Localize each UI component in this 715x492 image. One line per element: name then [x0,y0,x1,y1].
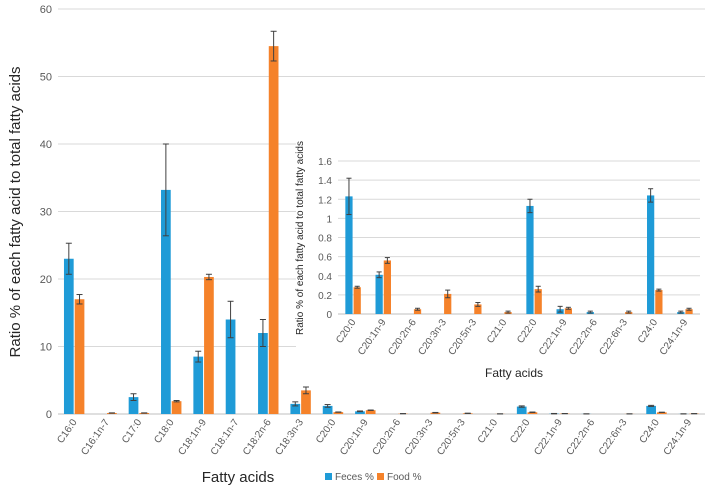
x-tick-label: C20:5n-3 [435,417,468,457]
x-tick-label: C20:1n-9 [338,417,371,457]
bar-feces-C20-1n-9 [375,274,383,314]
x-tick-label: C24:1n-9 [662,417,695,457]
legend-swatch-0 [325,473,332,480]
bar-food-C20-3n-3 [444,293,452,314]
x-tick-label: C16:1n-7 [79,417,112,457]
bar-food-C20-1n-9 [383,260,391,314]
bar-feces-C22-0 [526,205,534,314]
y-tick-label: 20 [40,274,52,286]
x-tick-label: C24:0 [638,417,663,446]
x-tick-label: C18:3n-3 [273,417,306,457]
x-tick-label: C20:2n-6 [371,417,404,457]
bar-food-C20-0 [333,412,344,414]
bar-food-C20-1n-9 [365,410,376,414]
legend-label-1: Food % [387,472,422,483]
y-tick-label: 0 [326,310,332,321]
bar-food-C16-0 [74,299,85,414]
y-tick-label: 1.2 [318,195,332,206]
bar-feces-C18-1n-7 [225,319,236,414]
y-tick-label: 0 [46,409,52,421]
bar-food-C18-0 [171,401,182,414]
x-tick-label: C20:0 [314,417,339,446]
y-tick-label: 0.8 [318,234,332,245]
x-tick-label: C22:0 [508,417,533,446]
y-tick-label: 1 [326,214,332,225]
bar-feces-C18-1n-9 [193,356,204,414]
bar-food-C24-0 [656,412,667,414]
bar-feces-C18-0 [161,189,171,414]
x-tick-label: C22:1n-9 [532,417,565,457]
y-tick-label: 0.2 [318,291,332,302]
bar-feces-C18-2n-6 [258,333,268,414]
x-tick-label: C18:2n-6 [241,417,274,457]
x-tick-label: C17:0 [120,417,145,446]
y-axis-title: Ratio % of each fatty acid to total fatt… [7,67,24,358]
x-tick-label: C21:0 [476,417,501,446]
bar-food-C24-0 [655,290,663,314]
x-tick-label: C18:0 [152,417,177,446]
bar-feces-C18-3n-3 [290,403,301,414]
x-tick-label: C22:6n-3 [597,417,630,457]
y-tick-label: 30 [40,207,52,219]
y-tick-label: 0.4 [318,272,332,283]
bar-food-C18-1n-9 [204,276,214,414]
bar-food-C20-5n-3 [474,304,482,314]
y-tick-label: 10 [40,342,52,354]
x-tick-label: C20:3n-3 [403,417,436,457]
x-tick-label: C18:1n-9 [176,417,209,457]
bar-food-C18-2n-6 [268,46,279,414]
bar-feces-C20-1n-9 [355,411,365,414]
bar-feces-C20-0 [322,405,333,414]
x-tick-label: C16:0 [55,417,80,446]
legend: Feces % Food % [325,472,422,483]
x-tick-label: C22:2n-6 [565,417,598,457]
y-tick-label: 0.6 [318,253,332,264]
legend-swatch-1 [377,473,384,480]
bar-food-C22-1n-9 [564,308,572,314]
bar-food-C22-0 [527,412,538,414]
bar-food-C20-2n-6 [413,309,422,314]
bar-feces-C17-0 [128,397,139,414]
bar-food-C20-0 [353,287,361,314]
x-axis-title: Fatty acids [485,366,543,380]
bar-food-C18-3n-3 [301,390,311,414]
y-tick-label: 50 [40,72,52,84]
bar-feces-C24-0 [646,405,656,414]
bar-food-C22-0 [534,289,542,314]
bar-feces-C20-0 [345,196,353,314]
legend-label-0: Feces % [335,472,374,483]
y-tick-label: 1.6 [318,157,332,168]
bar-feces-C24-0 [647,195,655,314]
y-tick-label: 40 [40,139,52,151]
bar-feces-C16-0 [63,258,74,414]
y-tick-label: 60 [40,4,52,16]
bar-food-C24-1n-9 [685,309,693,314]
y-axis-title: Ratio % of each fatty acid to total fatt… [295,141,306,335]
x-axis-title: Fatty acids [202,469,275,486]
y-tick-label: 1.4 [318,176,332,187]
x-tick-label: C18:1n-7 [209,417,242,457]
bar-feces-C22-0 [516,406,527,414]
